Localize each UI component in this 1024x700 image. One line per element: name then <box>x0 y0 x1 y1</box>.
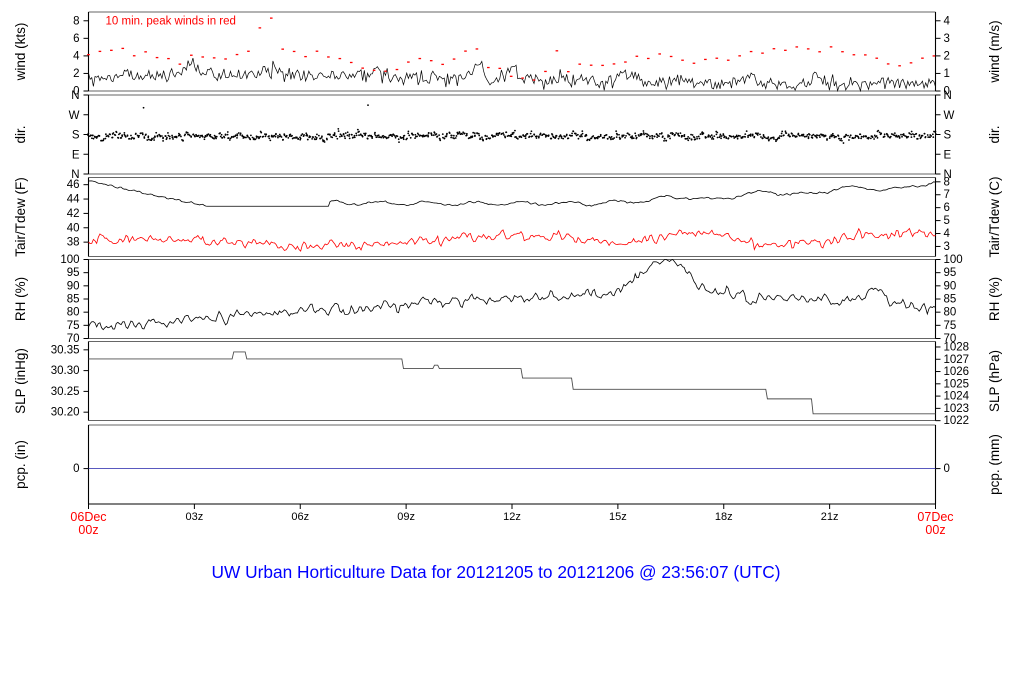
svg-text:95: 95 <box>944 267 957 279</box>
svg-text:1025: 1025 <box>944 378 970 390</box>
svg-text:0: 0 <box>944 463 950 475</box>
svg-text:30.25: 30.25 <box>51 386 80 398</box>
svg-text:dir.: dir. <box>13 125 28 143</box>
svg-text:30.30: 30.30 <box>51 365 80 377</box>
svg-text:RH (%): RH (%) <box>987 277 1002 321</box>
svg-text:W: W <box>944 110 955 122</box>
svg-text:07Dec: 07Dec <box>917 510 953 524</box>
svg-text:8: 8 <box>944 176 950 188</box>
svg-text:90: 90 <box>67 280 80 292</box>
svg-text:10 min. peak winds in red: 10 min. peak winds in red <box>106 16 236 28</box>
svg-text:pcp. (mm): pcp. (mm) <box>987 434 1002 495</box>
svg-text:75: 75 <box>944 320 957 332</box>
svg-text:1022: 1022 <box>944 415 970 427</box>
svg-text:UW Urban Horticulture Data for: UW Urban Horticulture Data for 20121205 … <box>212 562 781 582</box>
svg-text:Tair/Tdew (F): Tair/Tdew (F) <box>13 177 28 257</box>
svg-text:75: 75 <box>67 320 80 332</box>
svg-text:15z: 15z <box>609 511 627 523</box>
svg-text:85: 85 <box>944 294 957 306</box>
svg-text:3: 3 <box>944 33 950 45</box>
svg-text:1027: 1027 <box>944 354 970 366</box>
svg-text:8: 8 <box>73 15 79 27</box>
svg-text:E: E <box>944 149 952 161</box>
svg-text:21z: 21z <box>821 511 839 523</box>
svg-text:00z: 00z <box>78 523 98 537</box>
svg-text:2: 2 <box>73 68 79 80</box>
svg-text:100: 100 <box>60 254 79 266</box>
svg-text:6: 6 <box>944 202 950 214</box>
svg-text:N: N <box>71 90 79 102</box>
svg-text:06Dec: 06Dec <box>70 510 106 524</box>
svg-text:E: E <box>72 149 80 161</box>
svg-text:4: 4 <box>73 50 80 62</box>
svg-text:S: S <box>944 130 952 142</box>
svg-text:1023: 1023 <box>944 403 970 415</box>
svg-text:80: 80 <box>944 307 957 319</box>
svg-text:4: 4 <box>944 228 951 240</box>
svg-text:N: N <box>944 90 952 102</box>
svg-text:70: 70 <box>67 333 80 345</box>
svg-text:44: 44 <box>67 194 80 206</box>
svg-text:wind (m/s): wind (m/s) <box>987 20 1002 83</box>
svg-text:0: 0 <box>73 463 79 475</box>
svg-text:09z: 09z <box>397 511 415 523</box>
svg-text:30.20: 30.20 <box>51 407 80 419</box>
svg-text:03z: 03z <box>186 511 204 523</box>
svg-text:S: S <box>72 130 80 142</box>
svg-text:wind (kts): wind (kts) <box>13 23 28 82</box>
svg-text:SLP (inHg): SLP (inHg) <box>13 348 28 414</box>
svg-text:40: 40 <box>67 222 80 234</box>
svg-text:30.35: 30.35 <box>51 344 80 356</box>
svg-text:46: 46 <box>67 179 80 191</box>
svg-text:2: 2 <box>944 50 950 62</box>
svg-text:38: 38 <box>67 237 80 249</box>
svg-text:RH (%): RH (%) <box>13 277 28 321</box>
svg-text:1026: 1026 <box>944 366 970 378</box>
svg-text:5: 5 <box>944 215 950 227</box>
svg-text:18z: 18z <box>715 511 733 523</box>
svg-text:1028: 1028 <box>944 341 970 353</box>
svg-text:4: 4 <box>944 15 951 27</box>
svg-text:W: W <box>69 110 80 122</box>
svg-text:42: 42 <box>67 208 80 220</box>
svg-text:1024: 1024 <box>944 391 970 403</box>
svg-text:00z: 00z <box>925 523 945 537</box>
svg-text:1: 1 <box>944 68 950 80</box>
svg-text:dir.: dir. <box>987 125 1002 143</box>
svg-text:pcp. (in): pcp. (in) <box>13 440 28 489</box>
svg-text:3: 3 <box>944 241 950 253</box>
svg-text:80: 80 <box>67 307 80 319</box>
svg-text:90: 90 <box>944 280 957 292</box>
svg-text:SLP (hPa): SLP (hPa) <box>987 350 1002 412</box>
svg-text:6: 6 <box>73 33 79 45</box>
svg-text:95: 95 <box>67 267 80 279</box>
svg-text:06z: 06z <box>291 511 309 523</box>
svg-text:7: 7 <box>944 189 950 201</box>
svg-text:Tair/Tdew (C): Tair/Tdew (C) <box>987 176 1002 257</box>
svg-text:100: 100 <box>944 254 963 266</box>
svg-text:12z: 12z <box>503 511 521 523</box>
svg-text:85: 85 <box>67 294 80 306</box>
